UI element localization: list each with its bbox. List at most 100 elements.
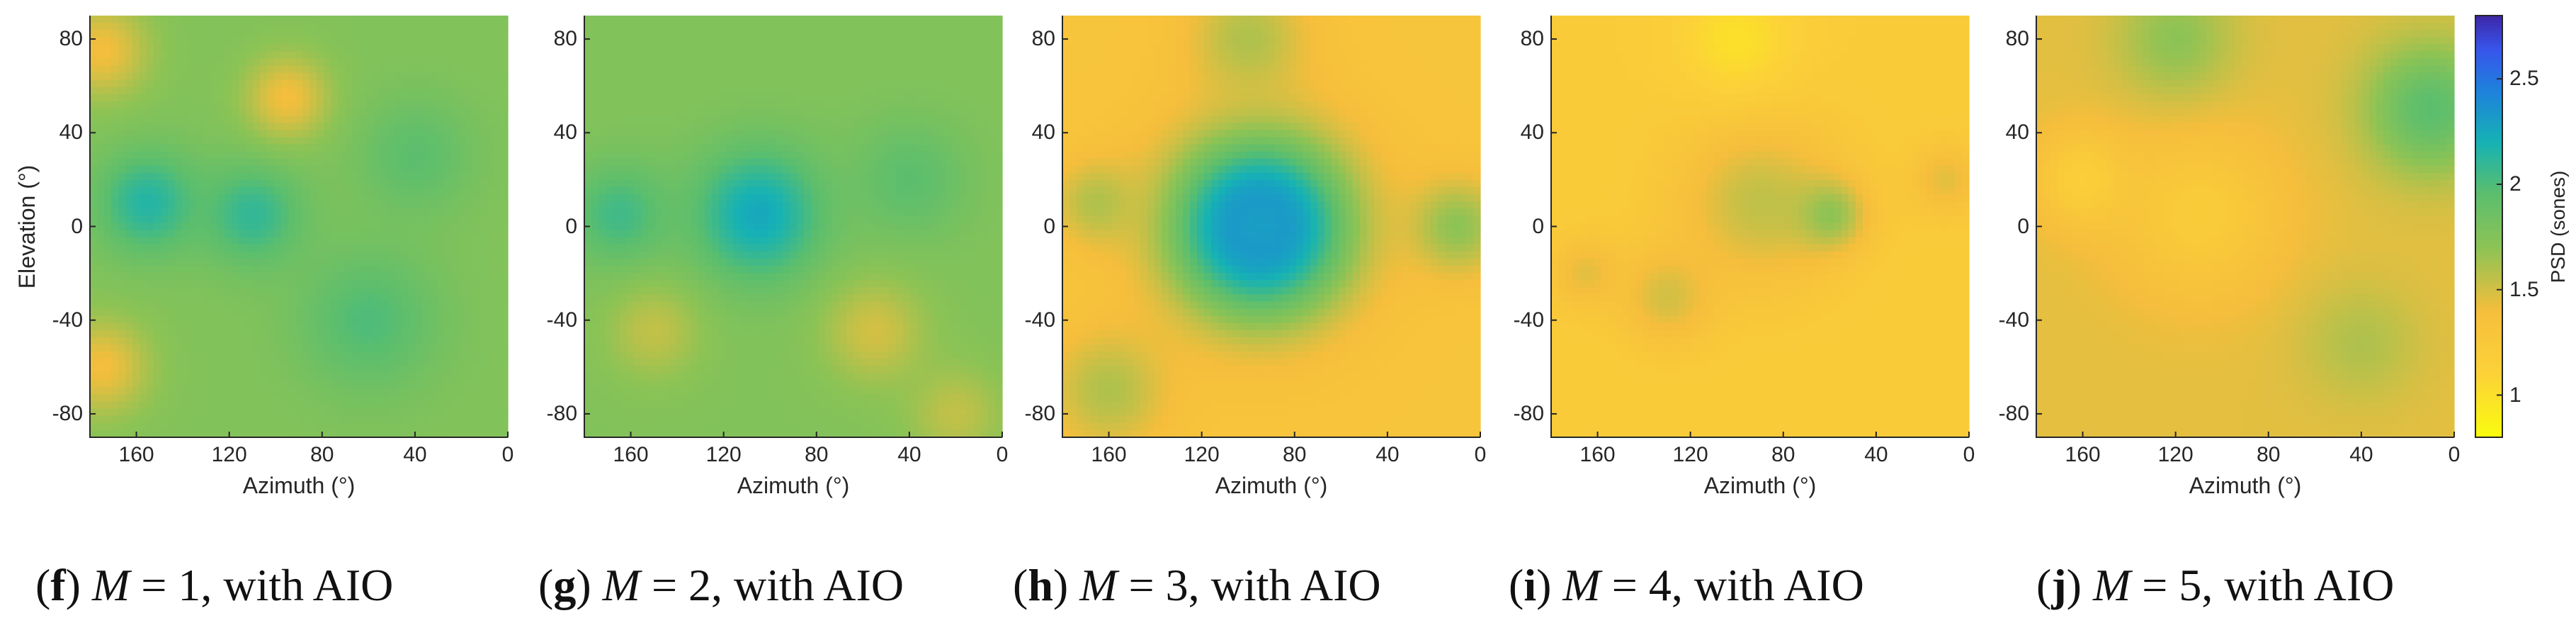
heatmap-cell [359,401,367,410]
heatmap-cell [317,30,324,38]
heatmap-cell [295,86,303,95]
heatmap-cell [423,16,431,23]
heatmap-cell [225,337,232,345]
heatmap-cell [352,79,360,88]
heatmap-cell [345,230,353,238]
heatmap-cell [175,44,183,52]
heatmap-cell [97,151,105,159]
heatmap-cell [437,294,445,302]
heatmap-cell [203,351,211,359]
heatmap-cell [196,373,204,381]
heatmap-cell [182,23,190,30]
heatmap-cell [620,30,628,38]
heatmap-cell [317,86,324,95]
heatmap-cell [302,158,310,167]
heatmap-cell [217,330,225,338]
heatmap-cell [423,258,431,266]
heatmap-cell [281,251,289,259]
heatmap-cell [274,422,282,431]
heatmap-cell [960,16,968,23]
heatmap-cell [288,72,296,81]
heatmap-cell [182,258,190,266]
heatmap-cell [317,37,324,45]
heatmap-cell [253,58,261,67]
heatmap-cell [168,380,176,388]
heatmap-cell [331,158,339,167]
heatmap-cell [288,108,296,116]
heatmap-cell [104,244,112,252]
heatmap-cell [161,123,169,130]
heatmap-cell [281,394,289,403]
heatmap-cell [458,330,466,338]
heatmap-cell [196,380,204,388]
heatmap-cell [161,208,169,216]
heatmap-cell [90,144,98,152]
heatmap-cell [761,23,769,30]
heatmap-cell [295,23,303,30]
heatmap-cell [189,165,197,174]
heatmap-cell [352,223,360,231]
heatmap-cell [239,86,246,95]
heatmap-cell [97,116,105,123]
heatmap-cell [317,294,324,302]
heatmap-cell [465,237,473,245]
heatmap-cell [210,244,218,252]
heatmap-cell [302,422,310,431]
heatmap-cell [395,165,402,174]
heatmap-cell [196,322,204,331]
heatmap-cell [111,208,119,216]
heatmap-cell [97,108,105,116]
heatmap-cell [295,223,303,231]
heatmap-cell [465,179,473,188]
heatmap-cell [458,116,466,123]
heatmap-cell [90,422,98,431]
heatmap-cell [430,116,438,123]
heatmap-cell [423,51,431,60]
heatmap-cell [246,280,254,288]
heatmap-cell [203,16,211,23]
heatmap-cell [132,265,140,274]
heatmap-cell [359,37,367,45]
heatmap-cell [260,158,268,167]
heatmap-cell [938,16,946,23]
heatmap-cell [317,380,324,388]
heatmap-cell [168,30,176,38]
heatmap-cell [480,187,487,195]
heatmap-cell [281,123,289,130]
heatmap-cell [324,37,331,45]
heatmap-cell [267,108,275,116]
heatmap-cell [501,373,509,381]
heatmap-cell [225,86,232,95]
heatmap-cell [274,179,282,188]
heatmap-cell [111,287,119,295]
heatmap-cell [889,37,897,45]
heatmap-cell [437,337,445,345]
heatmap-cell [487,287,494,295]
heatmap-cell [104,58,112,67]
heatmap-cell [182,244,190,252]
heatmap-cell [253,94,261,102]
heatmap-cell [217,44,225,52]
heatmap-cell [182,86,190,95]
heatmap-cell [246,151,254,159]
heatmap-cell [458,151,466,159]
heatmap-cell [239,301,246,310]
heatmap-cell [281,94,289,102]
heatmap-cell [380,23,388,30]
heatmap-cell [366,151,374,159]
heatmap-cell [147,108,154,116]
heatmap-cell [210,258,218,266]
heatmap-cell [260,359,268,366]
heatmap-cell [253,72,261,81]
heatmap-cell [487,373,494,381]
heatmap-cell [366,287,374,295]
heatmap-cell [373,65,381,74]
heatmap-cell [175,280,183,288]
heatmap-cell [260,86,268,95]
heatmap-cell [487,337,494,345]
heatmap-cell [472,172,480,181]
heatmap-cell [203,137,211,145]
heatmap-cell [352,280,360,288]
heatmap-cell [953,30,960,38]
heatmap-cell [338,394,346,403]
